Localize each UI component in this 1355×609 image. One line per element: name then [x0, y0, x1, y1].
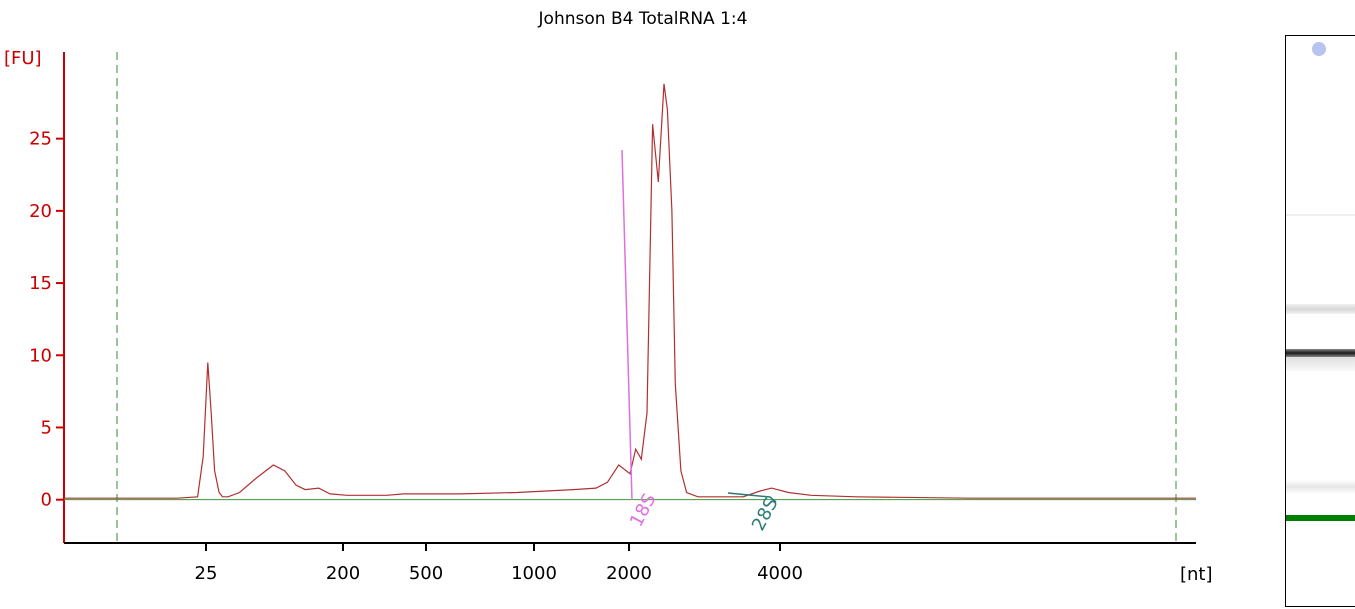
x-tick-label: 200	[326, 563, 360, 584]
gel-band-low	[1286, 480, 1355, 494]
y-tick-label: 0	[41, 490, 52, 511]
x-axis-label: [nt]	[1180, 564, 1213, 585]
peak-28s-fit-line	[727, 492, 777, 503]
gel-band-18s	[1286, 349, 1355, 357]
gel-band-marker	[1286, 515, 1355, 521]
peak-18s-fit-line	[621, 149, 633, 501]
gel-band-smear	[1286, 357, 1355, 371]
peak-28s-label: 28S	[748, 494, 783, 534]
x-tick-label: 2000	[606, 563, 652, 584]
y-tick-label: 20	[29, 201, 52, 222]
gel-dot-icon	[1312, 42, 1326, 56]
electropherogram-chart: Johnson B4 TotalRNA 1:4 [FU] [nt] 0 5 10 15…	[4, 9, 1213, 585]
chart-title: Johnson B4 TotalRNA 1:4	[538, 9, 748, 29]
gel-lane-image	[1285, 35, 1355, 607]
y-tick-label: 25	[29, 129, 52, 150]
x-tick-label: 4000	[757, 563, 803, 584]
trace-line	[64, 83, 1196, 499]
y-tick-label: 5	[41, 417, 52, 438]
x-tick-label: 25	[195, 563, 218, 584]
y-axis-label: [FU]	[4, 48, 42, 69]
y-tick-label: 10	[29, 345, 52, 366]
x-tick-label: 500	[409, 563, 443, 584]
gel-band-faint-top	[1286, 214, 1355, 216]
x-tick-label: 1000	[511, 563, 557, 584]
peak-18s-label: 18S	[626, 490, 661, 530]
y-tick-label: 15	[29, 273, 52, 294]
gel-band-28s	[1286, 304, 1355, 314]
